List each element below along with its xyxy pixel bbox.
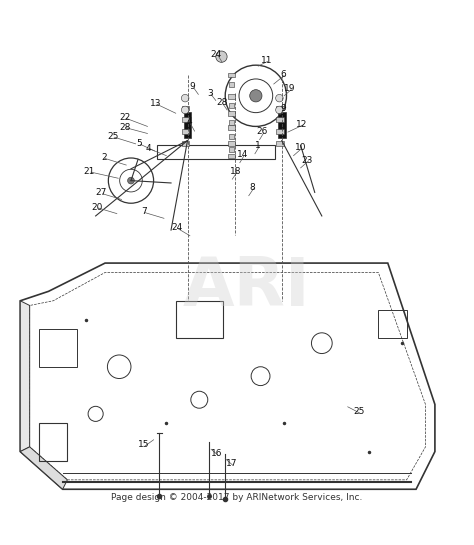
Text: 27: 27 xyxy=(96,189,107,197)
Text: 20: 20 xyxy=(91,203,102,211)
Circle shape xyxy=(276,106,283,114)
Text: 13: 13 xyxy=(150,99,162,108)
Bar xyxy=(229,104,234,108)
Bar xyxy=(182,129,190,134)
Polygon shape xyxy=(278,112,285,138)
Text: 16: 16 xyxy=(211,450,222,458)
Text: 6: 6 xyxy=(280,70,286,79)
Text: ARI: ARI xyxy=(182,253,310,319)
Text: 28: 28 xyxy=(216,98,228,107)
Circle shape xyxy=(276,94,283,102)
Text: 14: 14 xyxy=(237,150,248,159)
Text: 21: 21 xyxy=(83,167,94,175)
Bar xyxy=(228,94,235,99)
Text: 25: 25 xyxy=(108,132,119,141)
Bar xyxy=(276,118,283,122)
Text: 2: 2 xyxy=(101,153,107,162)
Bar xyxy=(228,154,235,159)
Text: 9: 9 xyxy=(280,104,286,113)
Bar xyxy=(182,106,190,111)
Text: 15: 15 xyxy=(138,440,149,449)
Text: 25: 25 xyxy=(353,407,364,416)
Bar xyxy=(276,106,283,111)
Bar xyxy=(229,82,234,87)
Circle shape xyxy=(216,51,227,62)
Text: 5: 5 xyxy=(136,139,142,148)
Bar xyxy=(228,111,235,116)
Text: 19: 19 xyxy=(284,84,295,93)
Bar xyxy=(228,72,235,77)
Text: 22: 22 xyxy=(119,113,130,122)
Text: 8: 8 xyxy=(249,183,255,192)
Text: 7: 7 xyxy=(141,207,146,216)
Polygon shape xyxy=(184,112,191,138)
Text: 10: 10 xyxy=(295,143,306,152)
Text: 18: 18 xyxy=(230,167,242,175)
Circle shape xyxy=(250,90,262,102)
Polygon shape xyxy=(20,301,30,452)
Circle shape xyxy=(128,177,134,184)
Polygon shape xyxy=(20,447,67,489)
Text: 4: 4 xyxy=(186,117,192,126)
Bar xyxy=(229,147,234,152)
Circle shape xyxy=(182,106,189,114)
Text: 11: 11 xyxy=(261,56,273,65)
Text: 3: 3 xyxy=(207,89,212,98)
Text: 9: 9 xyxy=(189,82,195,91)
Text: 12: 12 xyxy=(296,119,308,129)
Bar xyxy=(276,141,283,146)
Text: 4: 4 xyxy=(146,143,151,153)
Bar xyxy=(182,118,190,122)
Text: 24: 24 xyxy=(171,223,182,232)
Text: 23: 23 xyxy=(301,156,312,165)
Bar xyxy=(182,141,190,146)
Bar xyxy=(276,129,283,134)
Text: 1: 1 xyxy=(255,141,261,150)
Bar xyxy=(228,141,235,146)
Text: 26: 26 xyxy=(257,127,268,136)
Circle shape xyxy=(182,94,189,102)
Bar xyxy=(228,125,235,130)
Bar xyxy=(229,134,234,138)
Text: Page design © 2004-2017 by ARINetwork Services, Inc.: Page design © 2004-2017 by ARINetwork Se… xyxy=(111,493,363,502)
Text: 17: 17 xyxy=(226,459,237,468)
Text: 24: 24 xyxy=(210,50,221,59)
Bar xyxy=(229,120,234,125)
Text: 28: 28 xyxy=(119,123,130,132)
